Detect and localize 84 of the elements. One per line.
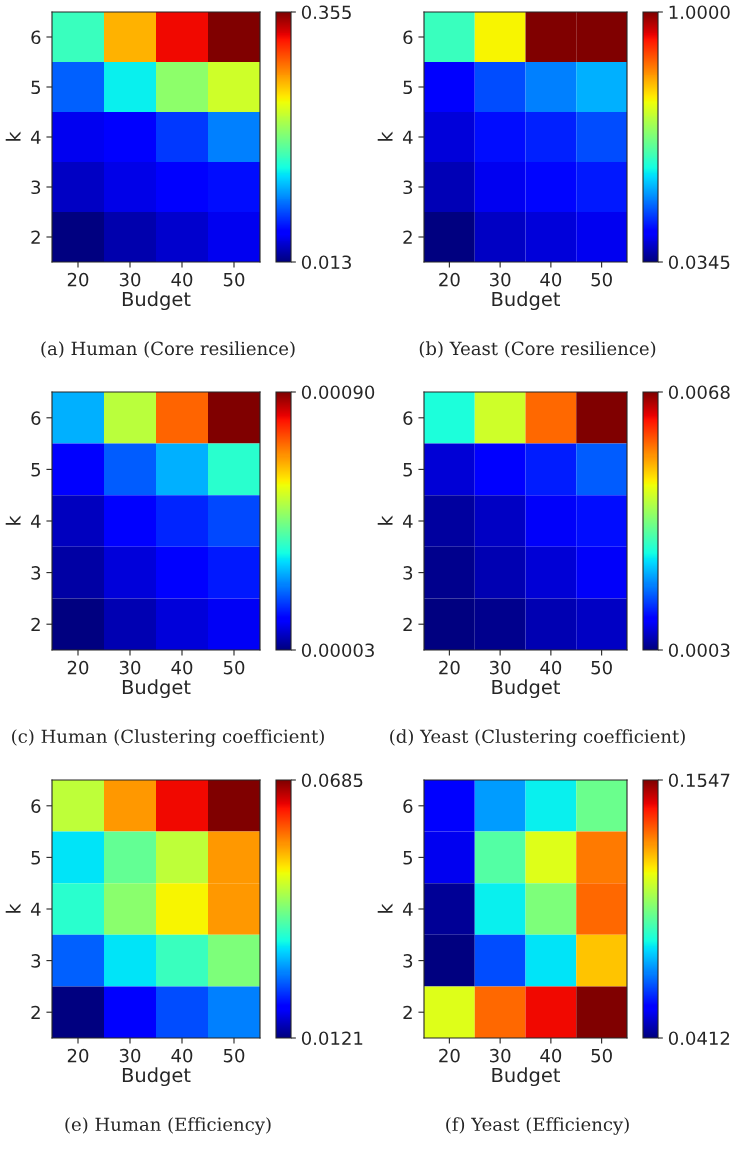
- y-tick-label: 6: [31, 411, 41, 425]
- text: (e) Human (Efficiency): [65, 1117, 271, 1135]
- x-tick-label: 40: [540, 1048, 562, 1063]
- text: (a) Human (Core resilience): [41, 341, 295, 358]
- y-tick-label: 5: [403, 851, 413, 865]
- x-tick-label: 30: [490, 272, 511, 287]
- color-bar-label: 0.013: [301, 255, 351, 270]
- x-tick-label: 40: [540, 660, 562, 675]
- x-tick-label: 20: [67, 1048, 89, 1063]
- color-bar-label: 0.00090: [301, 385, 375, 400]
- x-tick-label: 50: [591, 1048, 612, 1063]
- y-tick-label: 2: [31, 1005, 40, 1020]
- x-tick-label: 50: [223, 1048, 245, 1063]
- x-axis-title: Budget: [122, 291, 191, 311]
- y-tick-label: 6: [403, 799, 413, 813]
- text: (d) Yeast (Clustering coefficient): [390, 729, 685, 747]
- y-axis-title: k: [5, 515, 21, 525]
- color-bar-label: 0.00003: [301, 643, 374, 658]
- x-tick-label: 40: [171, 660, 193, 675]
- x-tick-label: 20: [439, 1048, 460, 1063]
- y-axis-title: k: [377, 131, 393, 141]
- x-tick-label: 50: [223, 272, 245, 287]
- x-axis-title: Budget: [492, 1067, 560, 1087]
- y-tick-label: 4: [30, 902, 41, 916]
- y-tick-label: 5: [403, 463, 413, 477]
- y-axis-title: k: [5, 131, 21, 141]
- x-tick-label: 20: [439, 660, 460, 675]
- x-axis-title: Budget: [122, 679, 191, 699]
- text: (f) Yeast (Efficiency): [446, 1117, 629, 1135]
- y-tick-label: 2: [403, 1005, 412, 1020]
- x-tick-label: 50: [591, 660, 612, 675]
- x-tick-label: 50: [591, 272, 612, 287]
- color-bar-label: 0.0685: [301, 773, 363, 788]
- y-tick-label: 3: [31, 566, 41, 580]
- x-tick-label: 30: [490, 1048, 511, 1063]
- y-tick-label: 2: [31, 617, 40, 632]
- x-tick-label: 40: [171, 1048, 193, 1063]
- y-tick-label: 3: [31, 180, 41, 195]
- y-axis-title: k: [5, 903, 21, 913]
- y-tick-label: 4: [402, 514, 413, 528]
- y-tick-label: 4: [30, 514, 41, 528]
- x-axis-title: Budget: [492, 291, 560, 311]
- color-bar-label: 0.0345: [668, 255, 730, 270]
- x-tick-label: 20: [67, 272, 89, 287]
- x-tick-label: 40: [540, 272, 562, 287]
- y-tick-label: 2: [31, 230, 40, 244]
- y-tick-label: 4: [30, 130, 41, 144]
- color-bar-label: 0.0412: [668, 1031, 730, 1046]
- y-tick-label: 5: [31, 463, 41, 477]
- color-bar-label: 0.0068: [668, 385, 730, 400]
- color-bar-label: 0.0003: [668, 643, 730, 658]
- y-tick-label: 5: [403, 80, 413, 95]
- y-tick-label: 4: [402, 130, 413, 144]
- text: (b) Yeast (Core resilience): [419, 341, 656, 358]
- y-tick-label: 4: [402, 902, 413, 916]
- y-axis-title: k: [377, 903, 393, 913]
- x-tick-label: 20: [67, 660, 89, 675]
- x-tick-label: 30: [119, 272, 141, 287]
- color-bar-label: 0.1547: [668, 773, 730, 788]
- y-tick-label: 2: [403, 230, 412, 244]
- color-bar-label: 0.355: [301, 5, 351, 20]
- y-tick-label: 5: [31, 851, 41, 865]
- x-tick-label: 30: [119, 660, 141, 675]
- x-tick-label: 30: [490, 660, 511, 675]
- color-bar-label: 0.0121: [301, 1031, 363, 1046]
- y-tick-label: 6: [403, 30, 413, 45]
- y-tick-label: 2: [403, 617, 412, 632]
- x-axis-title: Budget: [122, 1067, 191, 1087]
- y-tick-label: 5: [31, 80, 41, 95]
- x-tick-label: 40: [171, 272, 193, 287]
- y-tick-label: 3: [31, 954, 41, 968]
- y-tick-label: 6: [31, 799, 41, 813]
- text: (c) Human (Clustering coefficient): [12, 729, 324, 747]
- y-tick-label: 6: [403, 411, 413, 425]
- y-tick-label: 3: [403, 180, 413, 195]
- y-tick-label: 6: [31, 30, 41, 45]
- y-axis-title: k: [377, 515, 393, 525]
- y-tick-label: 3: [403, 954, 413, 968]
- x-axis-title: Budget: [492, 679, 560, 699]
- x-tick-label: 30: [119, 1048, 141, 1063]
- x-tick-label: 50: [223, 660, 245, 675]
- x-tick-label: 20: [439, 272, 460, 287]
- color-bar-label: 1.0000: [669, 5, 730, 20]
- y-tick-label: 3: [403, 566, 413, 580]
